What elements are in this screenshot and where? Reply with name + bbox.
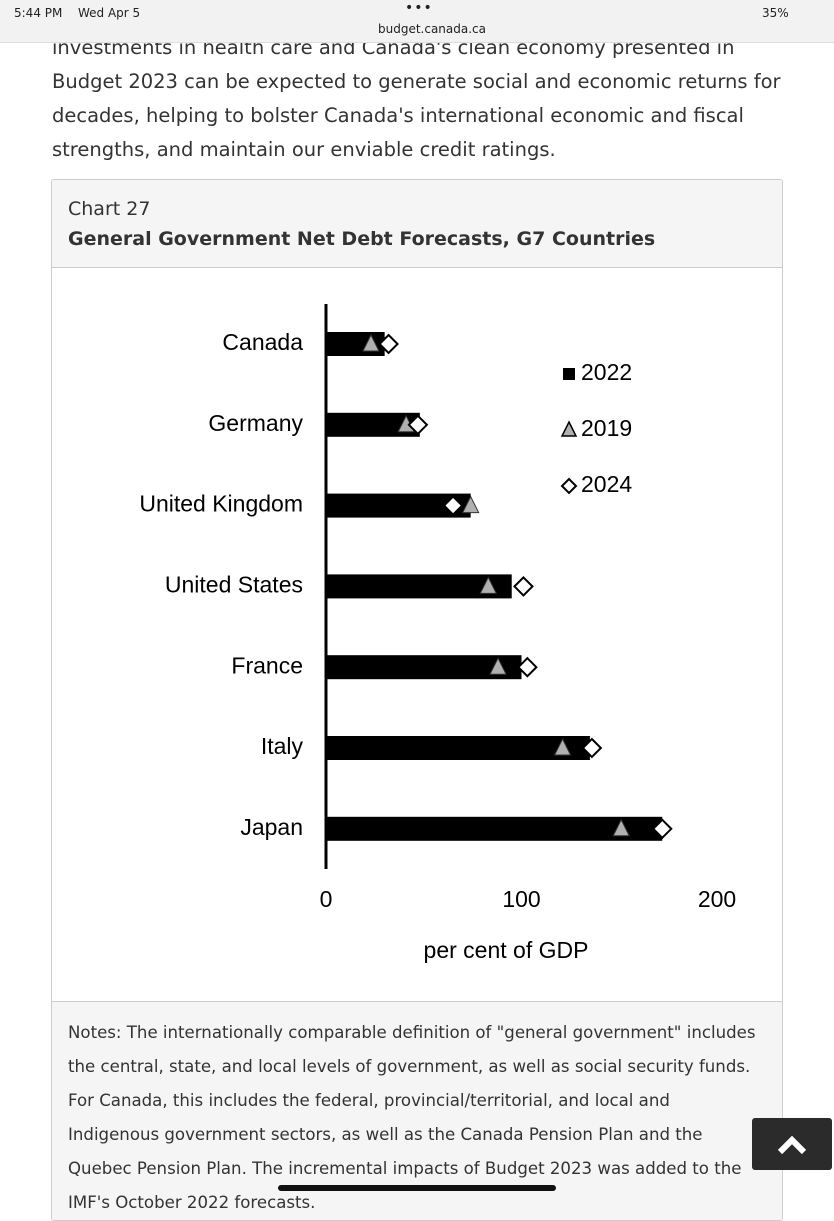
url[interactable]: budget.canada.ca: [378, 22, 487, 36]
x-tick-label: 100: [502, 886, 540, 912]
scroll-top-button[interactable]: [752, 1118, 832, 1170]
y-tick-label: United Kingdom: [139, 491, 303, 517]
triangle-marker: [612, 818, 631, 837]
diamond-marker: [442, 495, 464, 517]
line: strengths, and maintain our enviable cre…: [52, 138, 556, 161]
triangle-marker: [479, 576, 498, 594]
notes: Notes: The internationally comparable de…: [52, 1001, 782, 1220]
diamond-marker: [516, 656, 538, 678]
card-header: Chart 27 General Government Net Debt For…: [52, 180, 782, 268]
diamond-marker: [407, 414, 429, 436]
date: Wed Apr 5: [78, 6, 141, 20]
bar: [326, 816, 663, 841]
x-axis-label: per cent of GDP: [424, 937, 589, 963]
chart-card: Chart 27 General Government Net Debt For…: [51, 179, 783, 1221]
y-tick-label: Germany: [208, 410, 303, 436]
status-bar: 5:44 PM Wed Apr 5 ••• budget.canada.ca 3…: [0, 0, 834, 43]
legend-label: 2019: [581, 415, 632, 441]
bar: [326, 655, 522, 680]
up-icon: [777, 1135, 807, 1155]
diamond-marker: [513, 575, 534, 597]
legend-marker: [563, 368, 575, 380]
y-tick-label: United States: [165, 571, 303, 597]
triangle-marker: [489, 657, 507, 675]
legend-marker: [560, 477, 578, 495]
legend-label: 2024: [581, 471, 632, 497]
y-tick-label: Japan: [240, 814, 303, 840]
battery: 35%: [762, 6, 789, 20]
x-tick-label: 200: [698, 886, 736, 912]
bar: [326, 574, 512, 599]
time: 5:44 PM: [14, 6, 63, 20]
line: decades, helping to bolster Canada's int…: [52, 104, 744, 127]
triangle-marker: [461, 495, 480, 514]
line: Budget 2023 can be expected to generate …: [52, 70, 781, 93]
x-tick-label: 0: [320, 886, 333, 912]
diamond-marker: [378, 333, 399, 355]
body-text: investments in health care and Canada's …: [52, 31, 781, 167]
home-indicator: [278, 1185, 556, 1191]
legend-label: 2022: [581, 359, 632, 385]
y-tick-label: Italy: [261, 733, 304, 759]
bar: [326, 736, 590, 760]
dots[interactable]: •••: [405, 0, 433, 16]
diamond-marker: [581, 737, 603, 759]
y-tick-label: France: [231, 652, 303, 678]
bar: [326, 493, 471, 518]
diamond-marker: [651, 818, 673, 840]
triangle-marker: [362, 333, 380, 352]
chart-label: Chart 27: [68, 198, 151, 220]
legend-marker: [560, 420, 578, 437]
y-tick-label: Canada: [222, 329, 303, 355]
chart-title: General Government Net Debt Forecasts, G…: [68, 228, 656, 250]
chart: 0 100 200 per cent of GDP Canada Germany Unite…: [139, 304, 736, 963]
triangle-marker: [553, 737, 572, 756]
